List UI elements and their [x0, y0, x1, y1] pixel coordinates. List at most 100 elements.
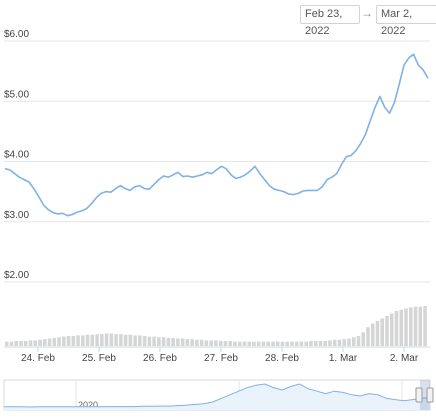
price-point: [110, 191, 112, 193]
volume-bar: [323, 341, 327, 346]
price-point: [278, 190, 280, 192]
price-point: [172, 174, 174, 176]
price-point: [158, 179, 160, 181]
volume-bar: [294, 341, 299, 346]
volume-bar: [404, 308, 408, 346]
price-point: [33, 188, 35, 190]
volume-bar: [43, 339, 47, 346]
navigator-selection[interactable]: [420, 380, 430, 410]
price-point: [293, 194, 295, 196]
volume-bar: [33, 340, 38, 346]
date-range-end[interactable]: Mar 2, 2022: [376, 5, 436, 37]
navigator-handle-right[interactable]: [426, 387, 434, 403]
volume-bar: [19, 341, 23, 346]
volume-bar: [166, 337, 171, 346]
volume-bar: [104, 333, 109, 346]
volume-bar: [361, 332, 366, 346]
volume-bar: [252, 341, 256, 346]
volume-bar: [337, 339, 342, 346]
price-point: [120, 185, 122, 187]
price-point: [370, 120, 372, 122]
x-tick-label: 26. Feb: [143, 353, 177, 364]
y-tick-label: $5.00: [4, 89, 29, 100]
price-point: [47, 209, 49, 211]
volume-bar: [199, 339, 204, 346]
y-axis-ticks: $6.00 $5.00 $4.00 $3.00 $2.00: [4, 29, 29, 281]
volume-bar: [385, 316, 389, 346]
price-point: [283, 191, 285, 193]
price-point: [211, 173, 213, 175]
price-point: [297, 193, 299, 195]
volume-bar: [299, 341, 304, 346]
price-point: [148, 188, 150, 190]
volume-bar: [147, 336, 152, 346]
volume-bar: [389, 313, 394, 346]
price-point: [235, 178, 237, 180]
volume-bars: [5, 306, 427, 346]
volume-bar: [195, 339, 199, 346]
volume-bar: [332, 339, 337, 346]
price-line: [4, 53, 429, 217]
volume-bar: [380, 318, 385, 346]
volume-bar: [375, 321, 380, 346]
price-point: [71, 214, 73, 216]
volume-bar: [5, 341, 9, 346]
volume-bar: [266, 341, 270, 346]
price-point: [259, 173, 261, 175]
price-point: [394, 102, 396, 104]
volume-bar: [28, 340, 33, 346]
volume-bar: [176, 338, 180, 346]
volume-bar: [204, 340, 209, 346]
price-point: [360, 143, 362, 145]
volume-bar: [233, 341, 237, 346]
volume-bar: [261, 341, 266, 346]
range-arrow-icon: →: [361, 6, 373, 20]
volume-bar: [62, 336, 66, 346]
price-point: [355, 150, 357, 152]
y-tick-label: $4.00: [4, 150, 29, 161]
price-point: [96, 197, 98, 199]
price-point: [345, 156, 347, 158]
price-point: [245, 174, 247, 176]
x-tick-label: 2. Mar: [390, 353, 419, 364]
price-point: [67, 215, 69, 217]
x-axis-ticks: 24. Feb 25. Feb 26. Feb 27. Feb 28. Feb 1. Ma…: [4, 346, 430, 364]
volume-bar: [366, 327, 370, 346]
price-point: [379, 96, 381, 98]
volume-bar: [247, 341, 251, 346]
volume-bar: [138, 335, 142, 346]
volume-bar: [100, 334, 104, 346]
price-point: [182, 176, 184, 178]
volume-bar: [47, 338, 52, 346]
price-point: [168, 176, 170, 178]
price-point: [269, 185, 271, 187]
gridlines: [4, 40, 430, 283]
navigator-year-label: 2020: [78, 400, 98, 410]
price-point: [398, 84, 400, 86]
price-point: [9, 169, 11, 171]
volume-bar: [408, 307, 413, 346]
volume-bar: [114, 334, 118, 346]
navigator-handle-left[interactable]: [415, 387, 423, 403]
date-range-start[interactable]: Feb 23, 2022: [300, 5, 360, 37]
price-point: [62, 213, 64, 215]
volume-bar: [256, 341, 261, 346]
volume-bar: [180, 338, 185, 346]
x-tick-label: 24. Feb: [21, 353, 55, 364]
price-point: [177, 172, 179, 174]
x-tick-label: 25. Feb: [82, 353, 116, 364]
volume-bar: [347, 338, 351, 346]
volume-bar: [57, 337, 61, 346]
volume-bar: [370, 323, 375, 346]
volume-bar: [90, 334, 95, 346]
volume-bar: [66, 336, 71, 346]
price-point: [230, 174, 232, 176]
x-tick-label: 28. Feb: [265, 353, 299, 364]
navigator: 202020212022: [3, 379, 434, 411]
volume-bar: [128, 334, 133, 346]
volume-bar: [109, 333, 114, 346]
volume-bar: [52, 337, 57, 346]
price-point: [144, 188, 146, 190]
volume-bar: [342, 339, 347, 346]
